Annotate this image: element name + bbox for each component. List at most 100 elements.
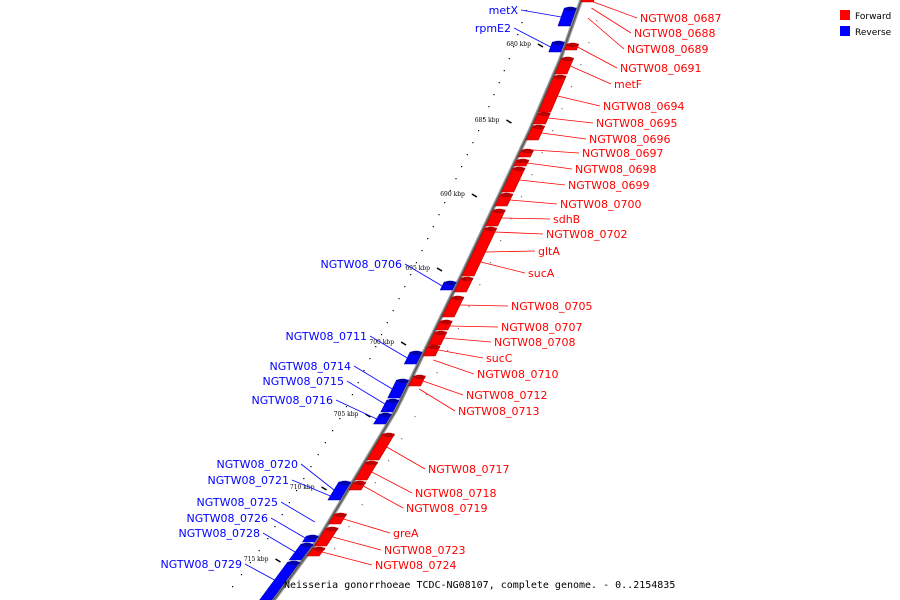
reverse-gene-label[interactable]: metX — [489, 4, 519, 17]
forward-gene-label[interactable]: NGTW08_0689 — [627, 43, 708, 56]
gene-ngtw08-0696[interactable] — [525, 124, 546, 141]
gene-metx[interactable] — [557, 6, 577, 27]
forward-gene-label[interactable]: NGTW08_0695 — [596, 117, 677, 130]
forward-gene-label[interactable]: NGTW08_0713 — [458, 405, 539, 418]
feature-minor-mark — [334, 548, 336, 550]
scale-minor-tick — [517, 34, 519, 36]
reverse-gene-label[interactable]: NGTW08_0711 — [286, 330, 367, 343]
scale-minor-tick — [296, 490, 298, 492]
scale-minor-tick — [513, 46, 515, 48]
scale-minor-tick — [281, 514, 283, 516]
forward-gene-label[interactable]: NGTW08_0708 — [494, 336, 575, 349]
forward-gene-label[interactable]: NGTW08_0710 — [477, 368, 558, 381]
reverse-gene-label[interactable]: NGTW08_0716 — [252, 394, 333, 407]
kbp-tick-label: 695 kbp — [405, 265, 430, 272]
forward-gene-label[interactable]: NGTW08_0718 — [415, 487, 496, 500]
feature-minor-mark — [520, 196, 523, 198]
gene-ngtw08-0714[interactable] — [387, 378, 410, 399]
gene-ngtw08-0719[interactable] — [348, 480, 367, 491]
scale-minor-tick — [363, 370, 365, 372]
forward-gene-label[interactable]: NGTW08_0719 — [406, 502, 487, 515]
reverse-gene-label[interactable]: NGTW08_0715 — [263, 375, 344, 388]
kbp-tick-label: 680 kbp — [506, 41, 531, 48]
reverse-gene-label[interactable]: NGTW08_0706 — [321, 258, 402, 271]
gene-ngtw08-0706[interactable] — [439, 280, 457, 291]
scale-minor-tick — [240, 574, 243, 576]
reverse-gene-label[interactable]: NGTW08_0721 — [208, 474, 289, 487]
forward-gene-label[interactable]: NGTW08_0723 — [384, 544, 465, 557]
scale-minor-tick — [461, 166, 463, 168]
gene-metf[interactable] — [554, 56, 575, 75]
gene-ngtw08-0697[interactable] — [517, 148, 535, 158]
scale-minor-tick — [386, 322, 388, 324]
forward-gene-label[interactable]: NGTW08_0707 — [501, 321, 582, 334]
reverse-gene-label[interactable]: NGTW08_0728 — [179, 527, 260, 540]
gene-ngtw08-0720[interactable] — [327, 480, 352, 501]
forward-gene-label[interactable]: sdhB — [553, 213, 580, 226]
gene-grea[interactable] — [328, 512, 348, 525]
forward-gene-label[interactable]: NGTW08_0694 — [603, 100, 684, 113]
leader-line — [371, 471, 413, 494]
forward-gene-label[interactable]: NGTW08_0698 — [575, 163, 656, 176]
forward-gene-label[interactable]: NGTW08_0724 — [375, 559, 456, 572]
forward-gene-label[interactable]: NGTW08_0699 — [568, 179, 649, 192]
gene-ngtw08-0724[interactable] — [306, 546, 326, 557]
forward-gene-label[interactable]: NGTW08_0697 — [582, 147, 663, 160]
gene-ngtw08-0699[interactable] — [501, 166, 526, 193]
reverse-gene-label[interactable]: NGTW08_0714 — [270, 360, 351, 373]
forward-gene-label[interactable]: NGTW08_0687 — [640, 12, 721, 25]
gene-ngtw08-0695[interactable] — [533, 111, 551, 125]
forward-gene-label[interactable]: sucA — [528, 267, 555, 280]
forward-gene-label[interactable]: NGTW08_0700 — [560, 198, 641, 211]
leader-line — [513, 27, 551, 48]
forward-gene-label[interactable]: NGTW08_0712 — [466, 389, 547, 402]
forward-gene-label[interactable]: sucC — [486, 352, 513, 365]
forward-gene-label[interactable]: NGTW08_0717 — [428, 463, 509, 476]
gene-ngtw08-0711[interactable] — [403, 350, 423, 365]
gene-ngtw08-0700[interactable] — [494, 192, 514, 207]
gene-ngtw08-0694[interactable] — [538, 74, 567, 113]
gene-ngtw08-0705[interactable] — [441, 295, 465, 318]
gene-ngtw08-0717[interactable] — [366, 432, 396, 461]
gene-suca[interactable] — [453, 276, 474, 293]
forward-gene-label[interactable]: greA — [393, 527, 419, 540]
gene-ngtw08-0723[interactable] — [314, 526, 339, 547]
forward-gene-label[interactable]: gltA — [538, 245, 560, 258]
forward-gene-label[interactable]: NGTW08_0691 — [620, 62, 701, 75]
forward-gene-label[interactable]: NGTW08_0696 — [589, 133, 670, 146]
gene-ngtw08-0718[interactable] — [354, 460, 379, 481]
scale-minor-tick — [410, 274, 412, 276]
gene-rpme2[interactable] — [548, 40, 565, 53]
gene-ngtw08-0712[interactable] — [408, 374, 426, 387]
gene-sdhb[interactable] — [485, 208, 506, 227]
reverse-gene-label[interactable]: NGTW08_0725 — [197, 496, 278, 509]
gene-ngtw08-0708[interactable] — [428, 330, 448, 346]
gene-ngtw08-0729[interactable] — [259, 560, 301, 600]
gene-ngtw08-0707[interactable] — [435, 319, 453, 331]
reverse-gene-label[interactable]: NGTW08_0720 — [217, 458, 298, 471]
reverse-gene-label[interactable]: NGTW08_0726 — [187, 512, 268, 525]
forward-gene-label[interactable]: NGTW08_0705 — [511, 300, 592, 313]
kbp-tick-mark — [506, 119, 512, 124]
leader-line — [519, 179, 566, 186]
gene-ngtw08-0716[interactable] — [373, 412, 393, 425]
leader-line — [291, 479, 331, 497]
gene-ngtw08-0715[interactable] — [380, 398, 400, 413]
kbp-tick-mark — [400, 341, 407, 346]
reverse-gene-label[interactable]: rpmE2 — [475, 22, 511, 35]
scale-minor-tick — [351, 394, 353, 396]
legend-reverse-label: Reverse — [855, 28, 892, 38]
scale-minor-tick — [498, 82, 500, 84]
forward-gene-label[interactable]: NGTW08_0702 — [546, 228, 627, 241]
gene-succ[interactable] — [422, 344, 441, 357]
gene-ngtw08-0726[interactable] — [301, 534, 319, 543]
gene-ngtw08-0691[interactable] — [564, 42, 580, 51]
gene-ngtw08-0728[interactable] — [288, 542, 314, 561]
forward-gene-label[interactable]: metF — [614, 78, 642, 91]
reverse-gene-label[interactable]: NGTW08_0729 — [161, 558, 242, 571]
leader-line — [520, 9, 562, 18]
leader-line — [570, 65, 612, 85]
gene-ngtw08-0698[interactable] — [513, 158, 530, 167]
gene-glta[interactable] — [461, 226, 498, 277]
forward-gene-label[interactable]: NGTW08_0688 — [634, 27, 715, 40]
